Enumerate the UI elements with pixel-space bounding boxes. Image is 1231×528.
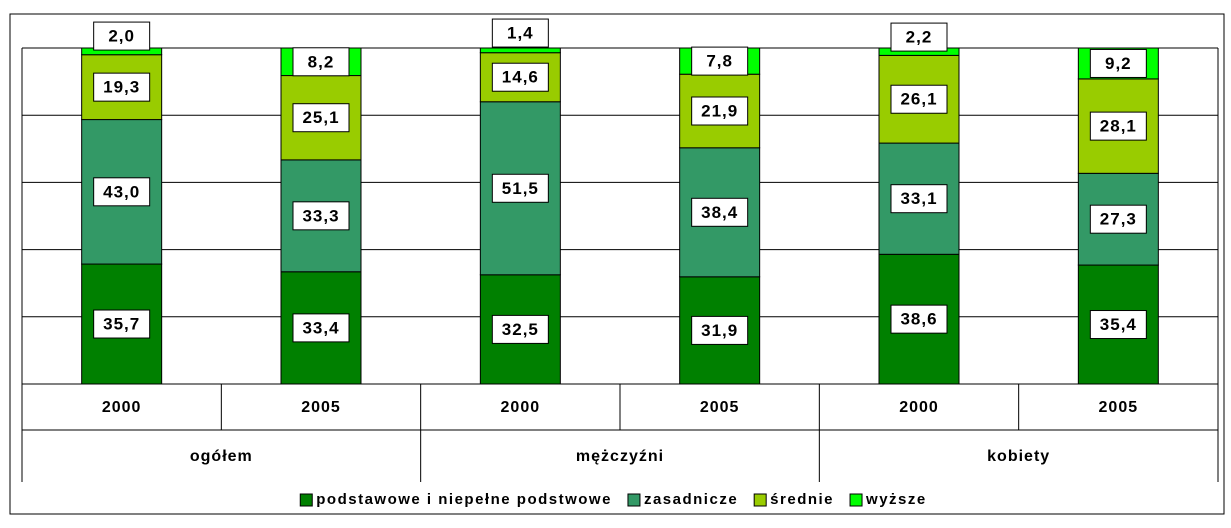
value-label: 38,4 bbox=[701, 203, 738, 222]
value-label-box bbox=[292, 103, 350, 133]
value-label: 19,3 bbox=[103, 78, 140, 97]
chart-border bbox=[9, 13, 1225, 515]
legend-label: zasadnicze bbox=[644, 491, 738, 508]
value-label-box bbox=[93, 21, 151, 51]
x-tick-label: 2000 bbox=[102, 399, 142, 416]
value-label-box bbox=[491, 314, 549, 344]
x-tick-label: 2005 bbox=[700, 399, 740, 416]
value-label: 21,9 bbox=[701, 101, 738, 120]
x-tick-label: 2005 bbox=[1099, 399, 1139, 416]
value-label-box bbox=[292, 47, 350, 77]
value-label: 35,4 bbox=[1100, 315, 1137, 334]
x-tick-label: 2005 bbox=[301, 399, 341, 416]
value-label-box bbox=[1089, 48, 1147, 78]
value-label-box bbox=[691, 96, 749, 126]
value-label: 7,8 bbox=[706, 52, 733, 71]
value-label: 26,1 bbox=[900, 90, 937, 109]
value-label: 2,0 bbox=[108, 27, 135, 46]
value-label-box bbox=[491, 173, 549, 203]
value-label-box bbox=[691, 315, 749, 345]
x-tick-label: 2000 bbox=[501, 399, 541, 416]
legend-label: podstawowe i niepełne podstwowe bbox=[316, 491, 612, 508]
legend-label: wyższe bbox=[865, 491, 927, 508]
value-label: 27,3 bbox=[1100, 210, 1137, 229]
bar-segment bbox=[479, 47, 561, 54]
group-label: ogółem bbox=[190, 448, 253, 465]
value-label: 8,2 bbox=[308, 52, 335, 71]
x-tick-label: 2000 bbox=[899, 399, 939, 416]
value-label-box bbox=[1089, 310, 1147, 340]
value-label-box bbox=[1089, 204, 1147, 234]
value-label-box bbox=[93, 177, 151, 207]
legend-label: średnie bbox=[770, 491, 834, 508]
value-label: 38,6 bbox=[900, 310, 937, 329]
value-label-box bbox=[890, 22, 948, 52]
value-label: 28,1 bbox=[1100, 117, 1137, 136]
value-label-box bbox=[93, 72, 151, 102]
value-label: 31,9 bbox=[701, 321, 738, 340]
value-label-box bbox=[890, 184, 948, 214]
value-label: 33,3 bbox=[302, 206, 339, 225]
value-label: 9,2 bbox=[1105, 54, 1132, 73]
value-label: 1,4 bbox=[507, 24, 534, 43]
value-label-box bbox=[491, 18, 549, 48]
value-label: 33,4 bbox=[302, 318, 339, 337]
legend-swatch bbox=[299, 493, 313, 507]
value-label: 33,1 bbox=[900, 189, 937, 208]
legend-swatch bbox=[753, 493, 767, 507]
value-label-box bbox=[491, 62, 549, 92]
value-label-box bbox=[691, 46, 749, 76]
value-label-box bbox=[890, 304, 948, 334]
value-label: 51,5 bbox=[502, 179, 539, 198]
value-label: 14,6 bbox=[502, 68, 539, 87]
value-label: 25,1 bbox=[302, 108, 339, 127]
value-label: 43,0 bbox=[103, 182, 140, 201]
value-label-box bbox=[292, 201, 350, 231]
value-label: 35,7 bbox=[103, 315, 140, 334]
value-label: 2,2 bbox=[906, 28, 933, 47]
value-label: 32,5 bbox=[502, 320, 539, 339]
value-label-box bbox=[1089, 111, 1147, 141]
value-label-box bbox=[292, 313, 350, 343]
group-label: kobiety bbox=[987, 448, 1050, 465]
group-label: mężczyźni bbox=[576, 448, 664, 465]
legend-swatch bbox=[849, 493, 863, 507]
value-label-box bbox=[93, 309, 151, 339]
legend-swatch bbox=[627, 493, 641, 507]
value-label-box bbox=[691, 197, 749, 227]
value-label-box bbox=[890, 84, 948, 114]
